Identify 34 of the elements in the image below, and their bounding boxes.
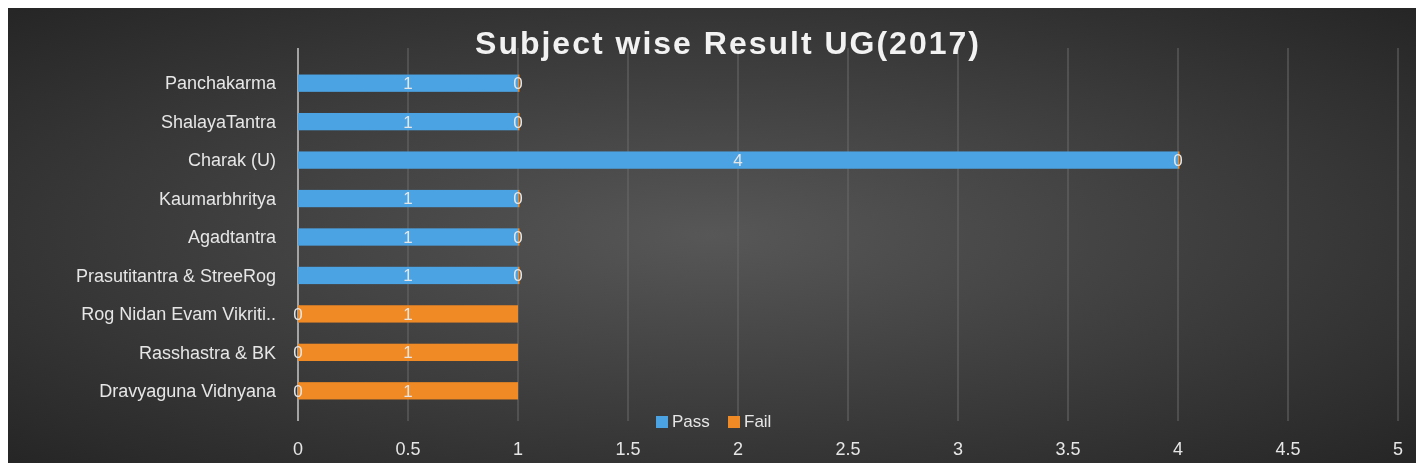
data-label: 1 bbox=[403, 227, 413, 247]
y-tick-label: Agadtantra bbox=[187, 227, 277, 248]
x-tick-label: 0.5 bbox=[395, 439, 421, 459]
y-tick-label: Charak (U) bbox=[187, 150, 276, 171]
chart-title: Subject wise Result UG(2017) bbox=[475, 25, 981, 61]
data-label: 1 bbox=[403, 304, 413, 324]
legend-label: Fail bbox=[744, 412, 772, 431]
x-tick-label: 3 bbox=[952, 439, 964, 459]
x-tick-label: 4.5 bbox=[1275, 439, 1301, 459]
data-label: 1 bbox=[403, 74, 413, 94]
y-tick-label: Kaumarbhritya bbox=[158, 188, 277, 209]
y-tick-label: Rog Nidan Evam Vikriti.. bbox=[81, 304, 276, 325]
x-tick-label: 3.5 bbox=[1055, 439, 1081, 459]
x-tick-label: 4 bbox=[1172, 439, 1184, 459]
x-tick-label: 1.5 bbox=[615, 439, 641, 459]
y-tick-label: ShalayaTantra bbox=[160, 111, 277, 132]
x-tick-label: 1 bbox=[512, 439, 524, 459]
data-label: 1 bbox=[403, 381, 413, 401]
y-tick-label: Prasutitantra & StreeRog bbox=[75, 265, 276, 286]
x-tick-label: 0 bbox=[292, 439, 304, 459]
data-label: 4 bbox=[733, 151, 743, 171]
data-label: 0 bbox=[513, 74, 523, 94]
y-tick-label: Panchakarma bbox=[164, 73, 277, 94]
y-tick-label: Rasshastra & BK bbox=[138, 342, 276, 363]
x-tick-label: 2 bbox=[732, 439, 744, 459]
data-label: 1 bbox=[403, 266, 413, 286]
data-label: 1 bbox=[403, 189, 413, 209]
data-label: 1 bbox=[403, 343, 413, 363]
x-tick-label: 5 bbox=[1392, 439, 1404, 459]
data-label: 1 bbox=[403, 112, 413, 132]
data-label: 0 bbox=[1173, 151, 1183, 171]
legend-label: Pass bbox=[672, 412, 710, 431]
y-tick-label: Dravyaguna Vidnyana bbox=[99, 381, 277, 402]
x-tick-label: 2.5 bbox=[835, 439, 861, 459]
